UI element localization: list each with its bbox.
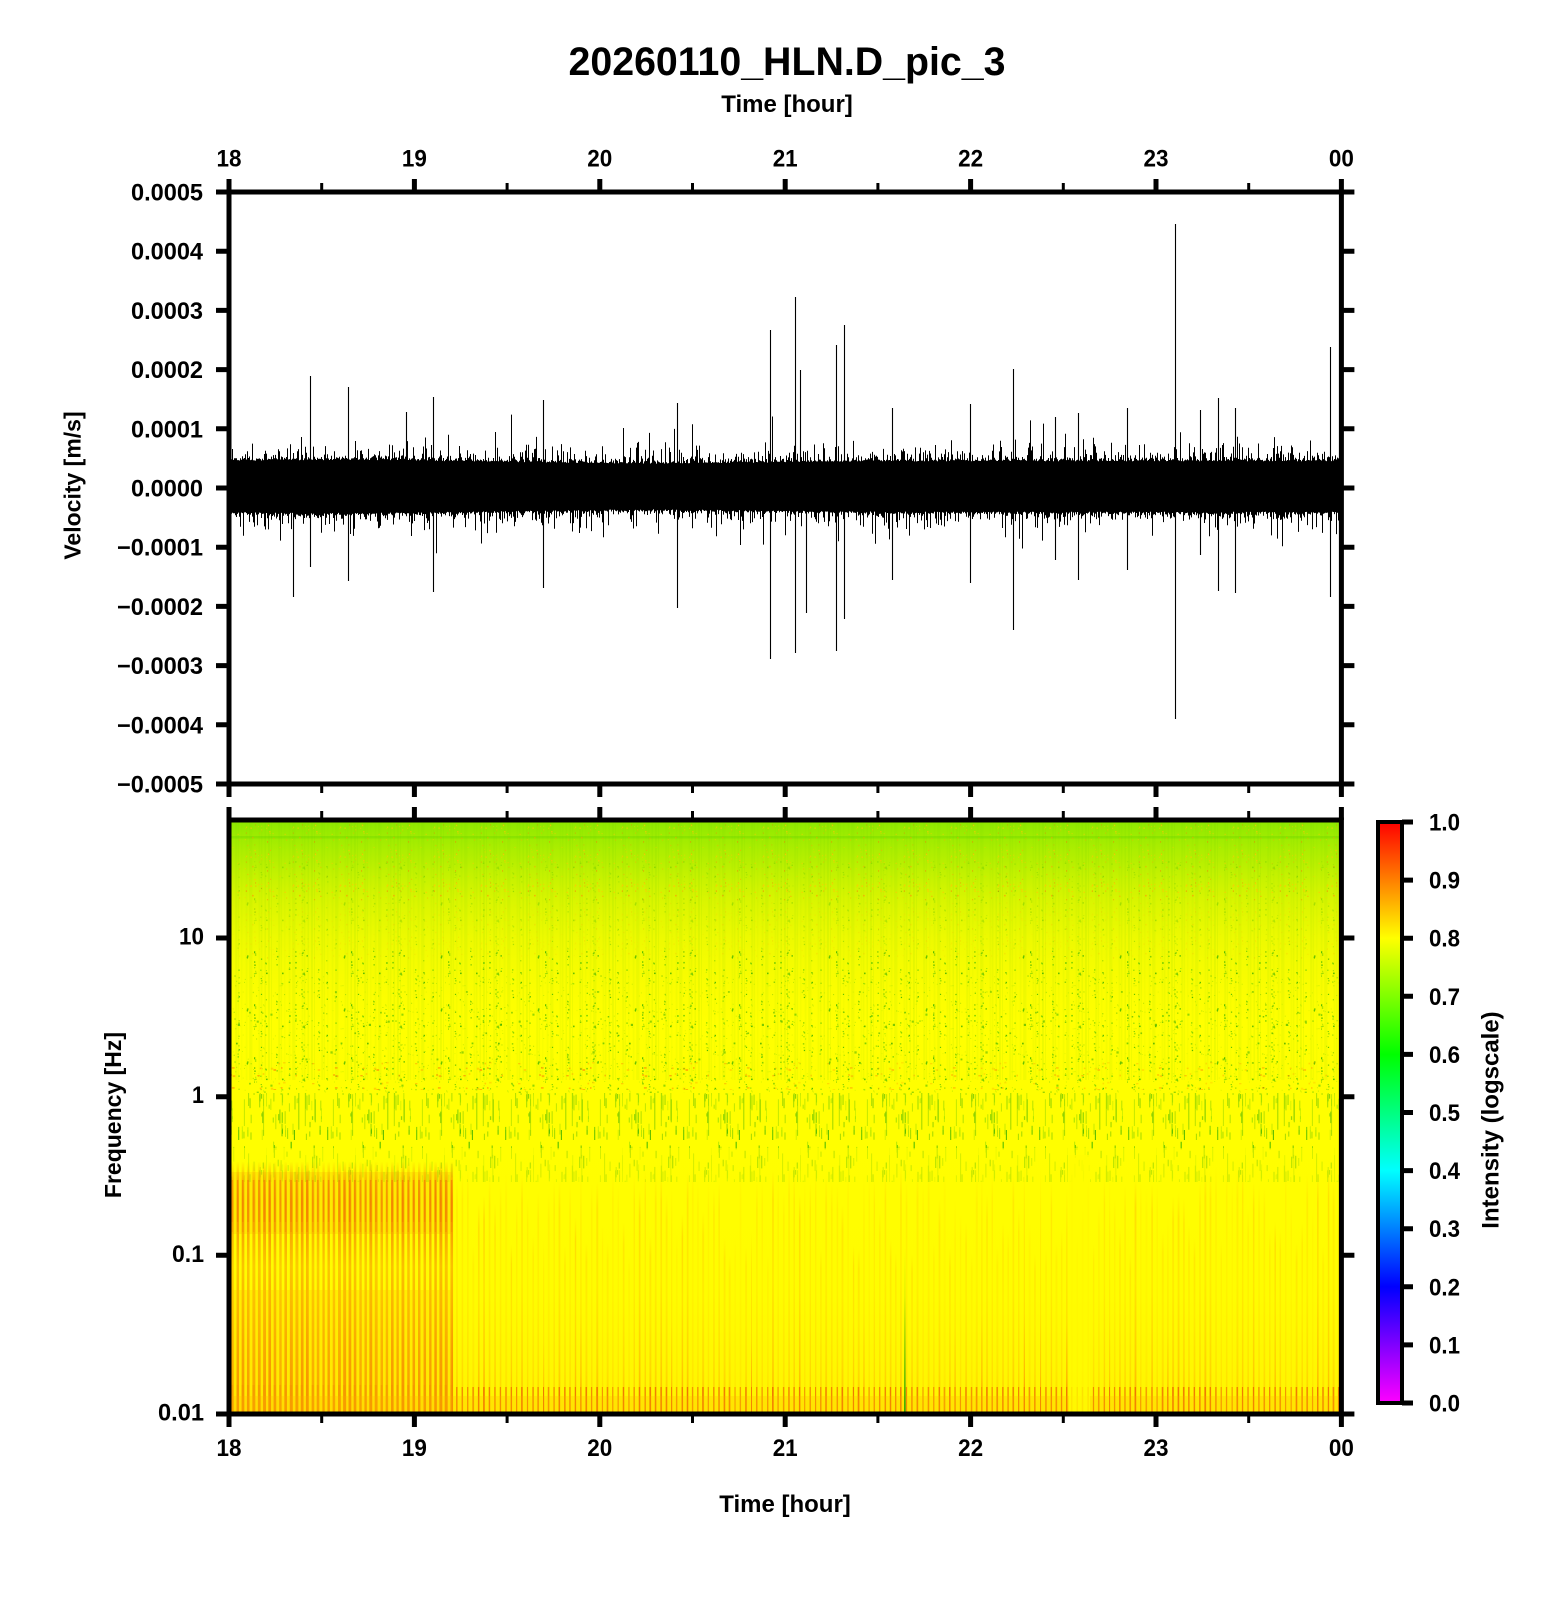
- svg-text:1.0: 1.0: [1429, 810, 1460, 837]
- svg-text:Frequency [Hz]: Frequency [Hz]: [100, 1032, 126, 1198]
- svg-text:18: 18: [217, 1435, 242, 1462]
- svg-text:1: 1: [192, 1082, 204, 1109]
- svg-text:0.0004: 0.0004: [131, 239, 204, 266]
- svg-text:0.0000: 0.0000: [131, 476, 203, 503]
- svg-text:22: 22: [958, 1435, 983, 1462]
- svg-text:0.0: 0.0: [1429, 1391, 1460, 1418]
- svg-text:0.6: 0.6: [1429, 1042, 1460, 1069]
- svg-text:0.8: 0.8: [1429, 926, 1460, 953]
- svg-text:10: 10: [179, 924, 204, 951]
- svg-text:Time [hour]: Time [hour]: [721, 91, 853, 118]
- svg-text:21: 21: [773, 146, 798, 173]
- svg-text:Velocity [m/s]: Velocity [m/s]: [60, 411, 86, 559]
- svg-text:−0.0005: −0.0005: [117, 772, 203, 799]
- svg-text:0.0005: 0.0005: [131, 180, 203, 207]
- svg-text:20260110_HLN.D_pic_3: 20260110_HLN.D_pic_3: [569, 40, 1006, 84]
- svg-text:0.3: 0.3: [1429, 1216, 1460, 1243]
- svg-text:Intensity (logscale): Intensity (logscale): [1478, 1011, 1505, 1228]
- svg-text:21: 21: [773, 1435, 798, 1462]
- svg-text:23: 23: [1144, 146, 1169, 173]
- svg-text:18: 18: [217, 146, 242, 173]
- svg-text:0.0002: 0.0002: [131, 357, 203, 384]
- svg-text:0.0003: 0.0003: [131, 298, 203, 325]
- svg-text:19: 19: [402, 1435, 427, 1462]
- svg-text:−0.0001: −0.0001: [117, 535, 203, 562]
- svg-text:0.1: 0.1: [172, 1241, 204, 1268]
- svg-text:22: 22: [958, 146, 983, 173]
- svg-text:00: 00: [1329, 1435, 1354, 1462]
- svg-text:−0.0004: −0.0004: [117, 712, 204, 739]
- svg-text:19: 19: [402, 146, 427, 173]
- svg-text:0.01: 0.01: [158, 1400, 204, 1427]
- svg-text:0.1: 0.1: [1429, 1332, 1460, 1359]
- svg-text:0.4: 0.4: [1429, 1158, 1461, 1185]
- svg-text:0.7: 0.7: [1429, 984, 1460, 1011]
- svg-text:−0.0003: −0.0003: [117, 653, 203, 680]
- svg-text:0.0001: 0.0001: [131, 416, 203, 443]
- svg-text:0.5: 0.5: [1429, 1100, 1460, 1127]
- svg-text:Time [hour]: Time [hour]: [719, 1491, 851, 1518]
- svg-text:0.2: 0.2: [1429, 1274, 1460, 1301]
- svg-text:00: 00: [1329, 146, 1354, 173]
- svg-text:−0.0002: −0.0002: [117, 594, 203, 621]
- svg-text:0.9: 0.9: [1429, 868, 1460, 895]
- svg-text:20: 20: [587, 146, 612, 173]
- svg-text:20: 20: [587, 1435, 612, 1462]
- svg-text:23: 23: [1144, 1435, 1169, 1462]
